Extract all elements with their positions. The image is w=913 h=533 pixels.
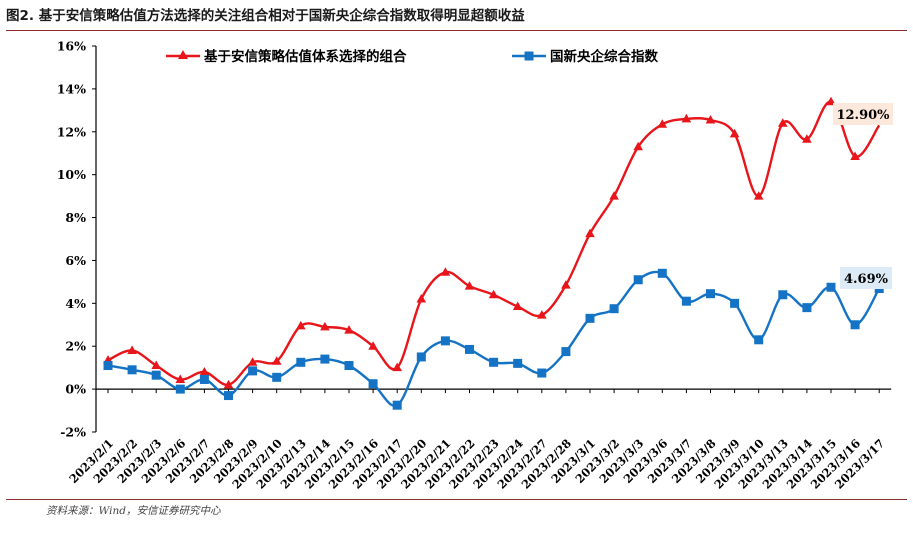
line-chart: -2% 0% 2% 4% 6% 8% 10% 12% 14% 16% 2023/2/12023/2… — [57, 39, 893, 492]
series-index — [103, 268, 884, 410]
data-point-square — [826, 282, 836, 292]
legend: 基于安信策略估值体系选择的组合 国新央企综合指数 — [166, 48, 658, 65]
data-point-square — [127, 365, 137, 375]
data-point-square — [609, 304, 619, 314]
data-point-square — [778, 290, 788, 300]
data-point-triangle — [151, 360, 161, 370]
y-tick-label: -2% — [60, 425, 86, 440]
data-point-square — [272, 372, 282, 382]
data-point-triangle — [199, 366, 210, 376]
data-point-triangle — [633, 141, 643, 151]
series-layer — [103, 96, 884, 410]
data-point-square — [585, 313, 595, 323]
data-point-square — [224, 391, 233, 401]
data-point-square — [416, 352, 426, 362]
data-point-triangle — [512, 301, 523, 311]
y-tick-label: 16% — [57, 39, 86, 54]
end-labels: 12.90% 4.69% — [833, 103, 893, 289]
data-point-triangle — [802, 134, 812, 143]
data-point-triangle — [585, 228, 595, 238]
data-point-square — [513, 358, 523, 368]
y-tick-label: 4% — [65, 296, 86, 311]
data-point-square — [489, 357, 499, 367]
data-point-triangle — [392, 362, 402, 372]
data-point-square — [802, 303, 812, 313]
data-point-square — [392, 400, 402, 410]
data-point-square — [681, 296, 691, 306]
y-tick-label: 12% — [57, 124, 86, 139]
legend-marker-triangle — [178, 50, 188, 59]
source-note: 资料来源：Wind，安信证券研究中心 — [46, 505, 221, 517]
data-point-triangle — [368, 341, 378, 350]
data-point-triangle — [175, 374, 186, 383]
data-point-triangle — [705, 114, 716, 124]
data-point-square — [368, 379, 378, 389]
end-label-text: 4.69% — [844, 272, 889, 287]
data-point-triangle — [320, 321, 330, 331]
data-point-triangle — [440, 267, 451, 276]
data-point-square — [633, 275, 643, 285]
end-label-text: 12.90% — [836, 108, 890, 123]
data-point-square — [103, 361, 113, 371]
y-tick-label: 0% — [65, 382, 86, 397]
data-point-square — [320, 354, 330, 364]
series-line — [107, 100, 881, 387]
data-point-triangle — [681, 113, 692, 123]
end-label-portfolio: 12.90% — [833, 103, 893, 125]
data-point-triangle — [464, 281, 475, 290]
series-portfolio — [103, 96, 881, 389]
data-point-square — [199, 374, 209, 384]
legend-item-portfolio: 基于安信策略估值体系选择的组合 — [166, 48, 407, 65]
data-point-square — [248, 366, 258, 376]
data-point-square — [657, 268, 667, 278]
data-point-square — [706, 289, 715, 299]
source-rule — [6, 499, 907, 500]
data-point-triangle — [223, 379, 234, 389]
x-axis: 2023/2/12023/2/22023/2/32023/2/62023/2/7… — [66, 388, 892, 492]
y-tick-label: 8% — [65, 210, 86, 225]
data-point-square — [344, 361, 354, 371]
data-point-square — [296, 357, 306, 367]
data-point-square — [537, 368, 547, 378]
data-point-triangle — [271, 356, 282, 365]
data-point-square — [465, 344, 474, 354]
data-point-square — [151, 370, 161, 380]
data-point-triangle — [416, 294, 427, 303]
data-point-triangle — [753, 191, 764, 200]
data-point-triangle — [247, 357, 258, 366]
data-point-triangle — [657, 119, 668, 128]
data-point-triangle — [729, 128, 740, 138]
figure-title: 图2. 基于安信策略估值方法选择的关注组合相对于国新央企综合指数取得明显超额收益 — [6, 8, 525, 24]
data-point-triangle — [561, 280, 571, 289]
end-label-box — [833, 103, 893, 125]
end-label-index: 4.69% — [840, 267, 892, 289]
data-point-square — [730, 298, 740, 308]
data-point-triangle — [609, 191, 619, 200]
legend-label: 基于安信策略估值体系选择的组合 — [204, 48, 407, 65]
y-axis: -2% 0% 2% 4% 6% 8% 10% 12% 14% 16% — [57, 39, 97, 440]
data-point-triangle — [537, 310, 547, 319]
data-point-square — [440, 336, 450, 346]
data-point-triangle — [344, 325, 354, 334]
data-point-triangle — [850, 151, 860, 160]
y-tick-label: 10% — [57, 167, 86, 182]
title-rule — [6, 30, 907, 31]
data-point-triangle — [778, 118, 788, 127]
data-point-square — [754, 335, 764, 345]
end-label-box — [840, 267, 892, 289]
data-point-triangle — [296, 320, 306, 330]
legend-marker-square — [524, 51, 534, 61]
data-point-square — [561, 347, 571, 357]
y-tick-label: 14% — [57, 81, 86, 96]
legend-item-index: 国新央企综合指数 — [512, 48, 658, 65]
legend-label: 国新央企综合指数 — [550, 48, 658, 65]
data-point-square — [850, 320, 860, 330]
data-point-triangle — [488, 289, 499, 299]
data-point-square — [175, 384, 185, 394]
y-tick-label: 6% — [65, 253, 86, 268]
data-point-triangle — [127, 345, 137, 355]
y-tick-label: 2% — [65, 339, 86, 354]
